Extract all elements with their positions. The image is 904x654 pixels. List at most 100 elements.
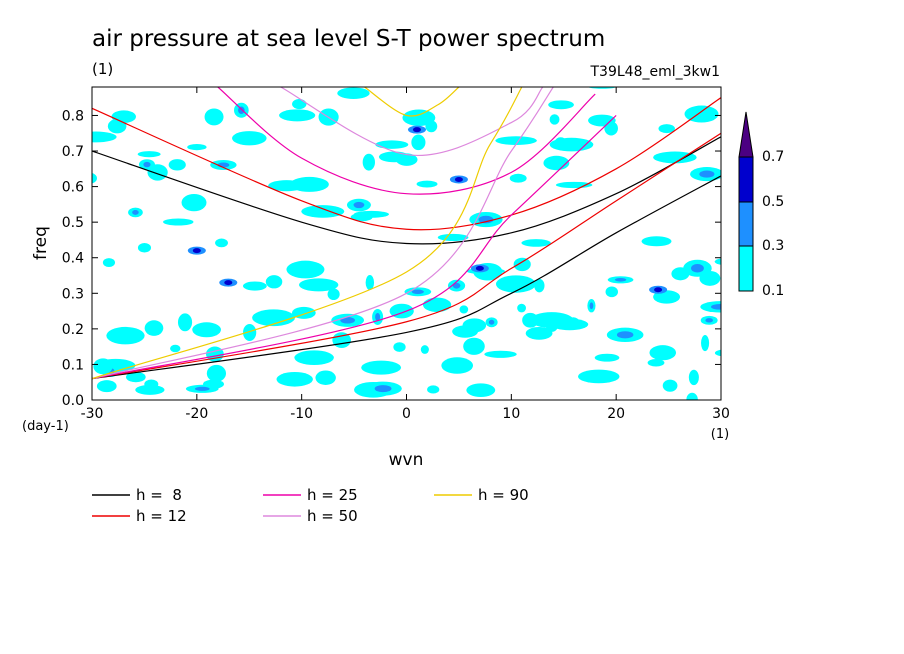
contour-cell bbox=[699, 270, 721, 286]
chart-title: air pressure at sea level S-T power spec… bbox=[92, 26, 605, 52]
contour-cell bbox=[353, 201, 365, 209]
contour-cell bbox=[265, 275, 283, 289]
contour-cell bbox=[691, 264, 704, 273]
colorbar-label: 0.7 bbox=[762, 149, 784, 165]
contour-cell bbox=[362, 153, 375, 171]
contour-cell bbox=[126, 371, 146, 383]
contour-cell bbox=[51, 231, 86, 240]
colorbar-box bbox=[738, 156, 754, 203]
contour-cell bbox=[375, 313, 381, 321]
contour-cell bbox=[701, 334, 710, 352]
legend-label: h = 25 bbox=[307, 486, 358, 504]
contour-cell bbox=[0, 262, 11, 270]
contour-cell bbox=[452, 282, 461, 289]
contour-cell bbox=[534, 278, 545, 293]
contour-cell bbox=[252, 309, 295, 327]
contour-cell bbox=[589, 117, 603, 124]
colorbar: 0.1 0.3 0.5 0.7 bbox=[738, 111, 784, 299]
gravity-wave-curve bbox=[280, 87, 544, 157]
contour-cell bbox=[454, 176, 463, 182]
contour-cell bbox=[513, 257, 531, 272]
contour-cell bbox=[177, 313, 193, 332]
contour-cell bbox=[488, 319, 495, 325]
contour-cell bbox=[614, 278, 627, 282]
contour-cell bbox=[375, 140, 409, 149]
contour-cell bbox=[374, 385, 392, 393]
contour-cell bbox=[92, 173, 97, 184]
spectrum-contours bbox=[0, 87, 721, 400]
contour-cell bbox=[411, 289, 424, 294]
contour-cell bbox=[517, 303, 526, 313]
y-units: (day-1) bbox=[22, 419, 69, 434]
contour-cell bbox=[452, 325, 479, 338]
contour-cell bbox=[340, 316, 356, 324]
contour-cell bbox=[286, 260, 325, 279]
contour-cell bbox=[132, 210, 139, 215]
kelvin-curve bbox=[92, 175, 721, 380]
y-tick-label: 0.8 bbox=[62, 108, 84, 124]
contour-cell bbox=[555, 137, 567, 146]
contour-cell bbox=[147, 164, 168, 181]
y-tick-label: 0.4 bbox=[62, 251, 84, 267]
contour-cell bbox=[393, 342, 406, 352]
dispersion-curves bbox=[92, 87, 721, 380]
contour-cell bbox=[107, 118, 127, 134]
contour-cell bbox=[463, 337, 485, 355]
x-tick-label: -30 bbox=[81, 406, 104, 422]
contour-cell bbox=[641, 236, 672, 247]
contour-cell bbox=[192, 248, 201, 254]
contour-cell bbox=[705, 318, 713, 323]
contour-cell bbox=[232, 131, 267, 146]
contour-cell bbox=[337, 87, 370, 99]
legend-label: h = 50 bbox=[307, 507, 358, 525]
contour-cell bbox=[242, 324, 257, 341]
contour-cell bbox=[412, 127, 421, 133]
legend-label: h = 90 bbox=[478, 486, 529, 504]
contour-cell bbox=[294, 350, 334, 366]
contour-cell bbox=[688, 369, 699, 386]
contour-cell bbox=[605, 286, 618, 298]
contour-cell bbox=[459, 305, 469, 314]
contour-cell bbox=[361, 360, 402, 375]
x-tick-label: 10 bbox=[502, 406, 520, 422]
y-axis: 0.0 0.1 0.2 0.3 0.4 0.5 0.6 0.7 0.8 bbox=[62, 108, 721, 409]
contour-cell bbox=[315, 370, 336, 385]
y-tick-label: 0.0 bbox=[62, 393, 84, 409]
contour-cell bbox=[217, 162, 230, 168]
contour-cell bbox=[7, 212, 39, 219]
kelvin-curve bbox=[92, 87, 554, 380]
y-tick-label: 0.1 bbox=[62, 357, 84, 373]
contour-cell bbox=[163, 218, 194, 226]
contour-cell bbox=[187, 143, 207, 151]
contour-cell bbox=[567, 317, 579, 326]
gravity-wave-curve bbox=[92, 136, 721, 245]
contour-cell bbox=[649, 345, 677, 361]
contour-cell bbox=[658, 124, 675, 134]
contour-cell bbox=[484, 350, 517, 358]
contour-cell bbox=[137, 242, 151, 253]
contour-cell bbox=[495, 275, 536, 293]
contour-cell bbox=[466, 383, 496, 398]
contour-cell bbox=[327, 288, 340, 301]
contour-cell bbox=[0, 232, 9, 245]
contour-cell bbox=[96, 380, 117, 393]
x-tick-label: 0 bbox=[402, 406, 411, 422]
contour-cell bbox=[475, 265, 484, 271]
contour-cell bbox=[45, 299, 56, 316]
contour-cell bbox=[427, 385, 440, 394]
contour-cell bbox=[43, 325, 62, 340]
contour-cell bbox=[662, 379, 678, 392]
contour-cell bbox=[711, 303, 721, 310]
contour-cell bbox=[353, 210, 390, 218]
contour-cell bbox=[144, 320, 164, 336]
contour-cell bbox=[93, 358, 113, 375]
contour-cell bbox=[549, 114, 560, 125]
gravity-wave-curve bbox=[217, 87, 596, 195]
contour-cell bbox=[206, 364, 227, 382]
contour-cell bbox=[653, 151, 697, 164]
y-tick-label: 0.3 bbox=[62, 286, 84, 302]
contour-cell bbox=[224, 280, 233, 286]
contour-cell bbox=[242, 281, 267, 291]
contour-cell bbox=[137, 151, 161, 158]
contour-cell bbox=[589, 302, 594, 310]
